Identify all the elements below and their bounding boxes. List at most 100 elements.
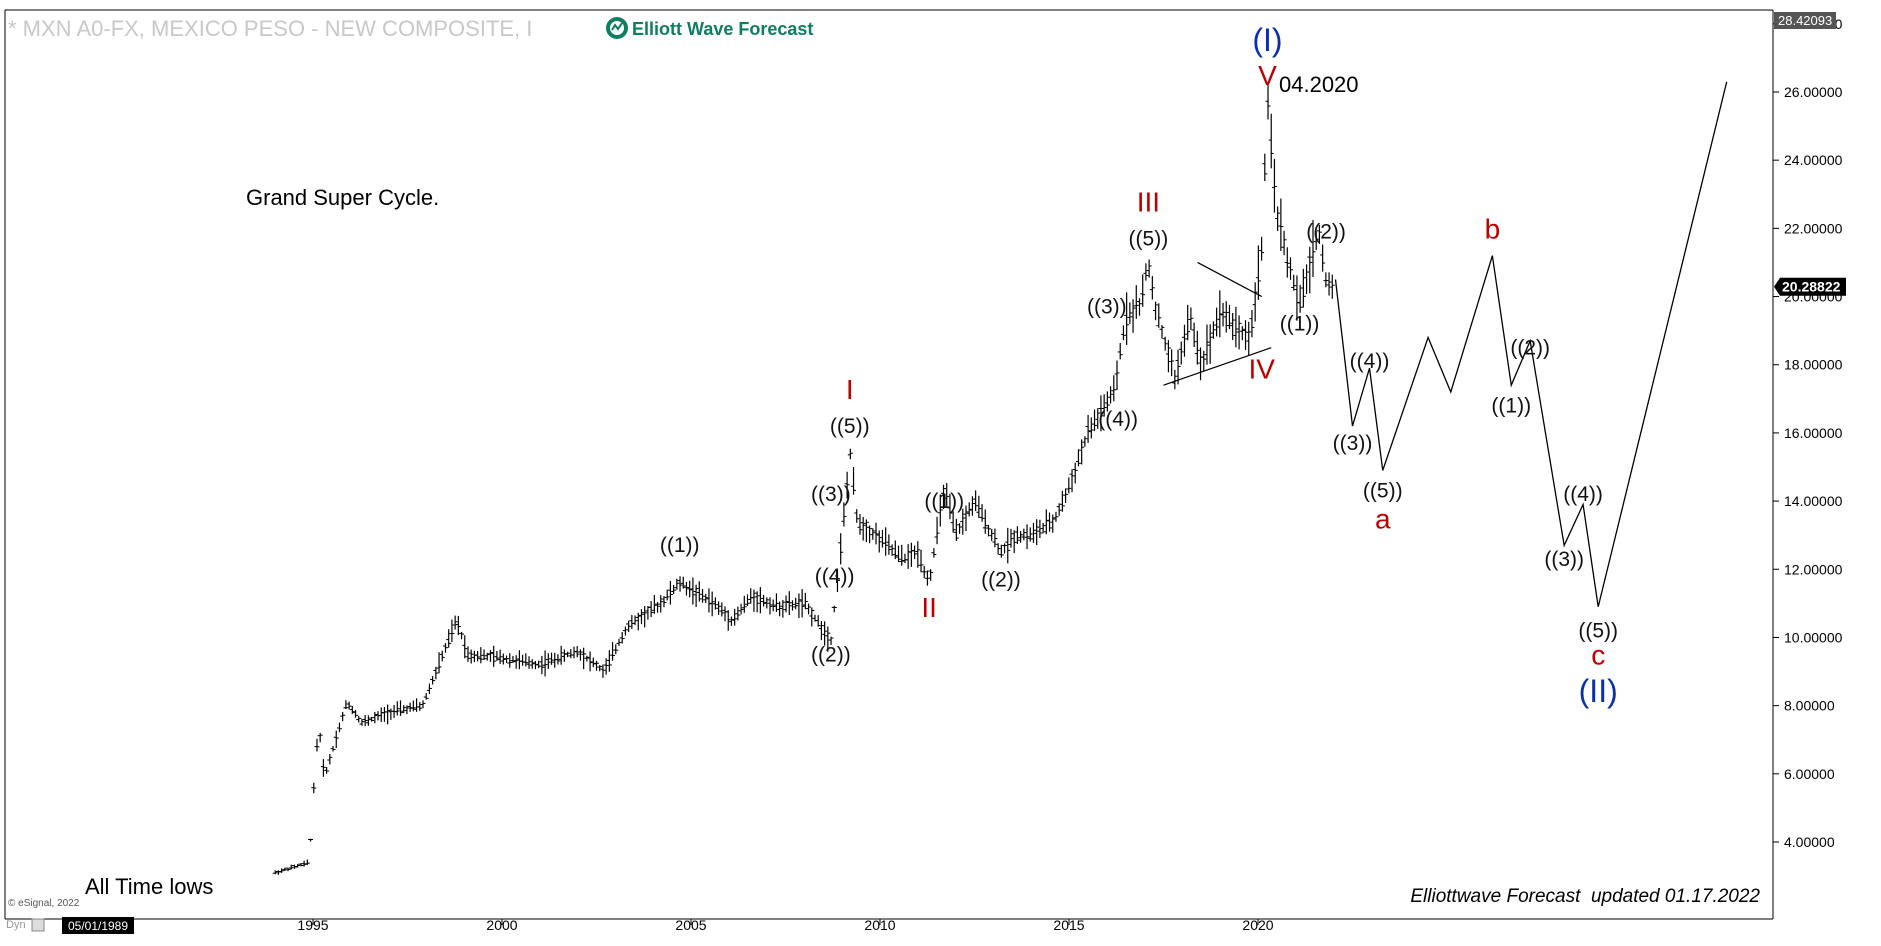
price-bar [433, 666, 439, 680]
price-bar [1011, 530, 1017, 554]
wave-label: (II) [1579, 673, 1618, 709]
price-bar [1120, 325, 1126, 341]
price-bar [1239, 326, 1245, 341]
price-bar [892, 540, 898, 560]
price-bar [410, 700, 416, 712]
price-bar [1088, 417, 1094, 439]
price-bar [507, 653, 513, 668]
wave-lines [1163, 81, 1728, 607]
price-bar [298, 863, 304, 867]
price-bar [510, 655, 516, 663]
price-bar [295, 863, 301, 868]
price-bar [802, 592, 808, 610]
price-bar [1037, 519, 1043, 538]
year-tick-label: 2010 [864, 917, 895, 933]
price-bar [1198, 347, 1204, 381]
price-tick-label: 14.00000 [1784, 493, 1843, 509]
price-bar [944, 483, 950, 507]
scroll-marker[interactable] [31, 918, 45, 932]
wave-label: ((5)) [1363, 480, 1403, 503]
price-bar [992, 528, 998, 548]
price-bar [1233, 306, 1239, 348]
price-bar [1181, 324, 1187, 357]
price-bar [1194, 330, 1200, 365]
price-bar [1204, 324, 1210, 365]
price-bar [1034, 519, 1040, 546]
price-bar [773, 593, 779, 612]
wave-label: c [1591, 640, 1605, 671]
wave-label: ((1)) [924, 490, 964, 513]
price-bar [465, 646, 471, 662]
price-bar [581, 647, 587, 670]
price-bar [536, 660, 542, 669]
price-bar [1127, 302, 1133, 324]
top-price-text: 28.42093 [1778, 13, 1832, 28]
price-bar [915, 541, 921, 568]
price-bar [700, 589, 706, 603]
wave-label: ((2)) [981, 568, 1021, 591]
price-bar [1156, 303, 1162, 328]
price-bar [851, 467, 857, 495]
price-bar [491, 645, 497, 667]
price-bar [622, 626, 628, 636]
price-bar [394, 701, 400, 716]
wave-label: ((4)) [815, 565, 855, 588]
price-bar [462, 635, 468, 659]
date-box [62, 917, 134, 934]
price-bar [1307, 246, 1313, 294]
price-bar [671, 584, 677, 594]
price-bar [937, 494, 943, 527]
price-bar [889, 544, 895, 556]
year-tick-label: 2000 [486, 917, 517, 933]
price-bar [1326, 272, 1332, 296]
year-tick-label: 1995 [297, 917, 328, 933]
price-bar [494, 651, 500, 661]
price-bar [1210, 321, 1216, 339]
price-bar [1191, 322, 1197, 347]
wave-label: V [1258, 60, 1277, 91]
price-bar [908, 542, 914, 567]
price-bar [638, 609, 644, 625]
price-bar [1284, 247, 1290, 278]
price-bar [516, 650, 522, 670]
price-bar [982, 509, 988, 534]
price-bar [574, 646, 580, 658]
price-bar [446, 629, 452, 648]
price-bar [828, 636, 834, 645]
wave-label: II [921, 592, 937, 623]
price-bar [317, 732, 323, 743]
price-bar [1053, 511, 1059, 522]
price-bar [1008, 528, 1014, 548]
price-bar [1226, 304, 1232, 330]
price-bar [404, 705, 410, 715]
price-bar [1214, 307, 1220, 337]
year-tick-label: 2020 [1242, 917, 1273, 933]
price-bar [1249, 309, 1255, 338]
price-bar [831, 605, 837, 613]
wave-label: ((5)) [830, 415, 870, 438]
price-bar [336, 722, 342, 733]
price-bar [372, 711, 378, 724]
price-bar [549, 652, 555, 665]
current-price-tag [1774, 277, 1846, 296]
price-bar [484, 652, 490, 661]
price-bar [764, 597, 770, 609]
price-bar [783, 595, 789, 613]
price-bar [690, 577, 696, 605]
price-bar [324, 767, 330, 774]
price-bar [786, 591, 792, 616]
price-bar [1275, 206, 1281, 231]
wave-label: ((4)) [1098, 408, 1138, 431]
price-bar [1268, 113, 1274, 169]
price-bar [953, 518, 959, 541]
price-bar [1153, 301, 1159, 321]
price-bar [1201, 350, 1207, 371]
price-bar [545, 653, 551, 669]
price-bar [667, 580, 673, 605]
cycle-label: Grand Super Cycle. [246, 185, 439, 210]
price-tick-label: 26.00000 [1784, 84, 1843, 100]
price-bar [1271, 158, 1277, 213]
chart-title: * MXN A0-FX, MEXICO PESO - NEW COMPOSITE… [8, 16, 532, 41]
